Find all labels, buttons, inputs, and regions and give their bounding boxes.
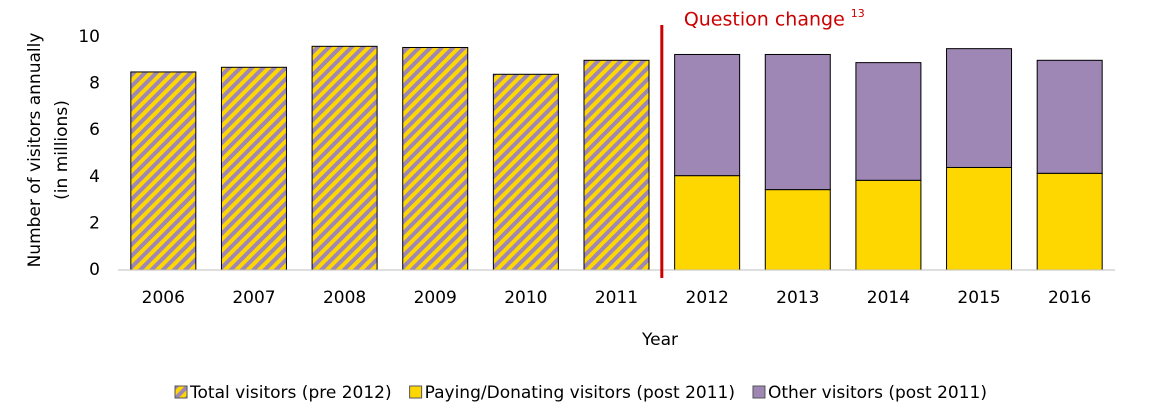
x-tick-label: 2007 [232, 288, 275, 308]
legend-label: Paying/Donating visitors (post 2011) [425, 383, 735, 403]
x-tick-label: 2016 [1048, 288, 1091, 308]
x-tick-label: 2006 [142, 288, 185, 308]
bar-segment [946, 48, 1013, 168]
bar-segment [764, 189, 831, 271]
x-tick-label: 2014 [867, 288, 910, 308]
bar-segment [311, 45, 378, 271]
y-tick-label: 6 [89, 120, 100, 140]
x-tick-label: 2013 [776, 288, 819, 308]
bar-segment [855, 179, 922, 271]
annotation-superscript: 13 [851, 7, 865, 20]
bar-segment [1036, 59, 1103, 174]
y-axis-title-line: (in millions) [52, 100, 72, 200]
x-tick-label: 2012 [686, 288, 729, 308]
bar-segment [220, 66, 287, 271]
x-tick-label: 2009 [414, 288, 457, 308]
bar-segment [492, 73, 559, 271]
x-axis-title: Year [641, 330, 678, 350]
legend-swatch [752, 385, 766, 399]
x-tick-label: 2011 [595, 288, 638, 308]
bar-segment [402, 46, 469, 271]
bar-segment [674, 175, 741, 271]
bar-segment [130, 71, 197, 271]
bar-segment [855, 62, 922, 181]
legend-swatch [409, 385, 423, 399]
x-tick-label: 2008 [323, 288, 366, 308]
bar-segment [946, 166, 1013, 271]
bar-segment [674, 53, 741, 177]
y-tick-label: 2 [89, 213, 100, 233]
annotation-text: Question change [684, 9, 845, 31]
y-tick-label: 4 [89, 167, 100, 187]
legend: Total visitors (pre 2012) Paying/Donating… [174, 383, 987, 403]
legend-label: Other visitors (post 2011) [768, 383, 987, 403]
x-tick-label: 2010 [504, 288, 547, 308]
bar-segment [583, 59, 650, 271]
y-tick-label: 0 [89, 260, 100, 280]
y-tick-label: 8 [89, 74, 100, 94]
x-tick-label: 2015 [957, 288, 1000, 308]
bar-segment [764, 53, 831, 191]
y-axis-title: Number of visitors annually (in millions… [25, 33, 72, 268]
legend-label: Total visitors (pre 2012) [189, 383, 392, 403]
y-axis-title-line: Number of visitors annually [25, 33, 45, 268]
legend-swatch [174, 385, 188, 399]
y-tick-label: 10 [78, 27, 100, 47]
bar-segment [1036, 172, 1103, 271]
